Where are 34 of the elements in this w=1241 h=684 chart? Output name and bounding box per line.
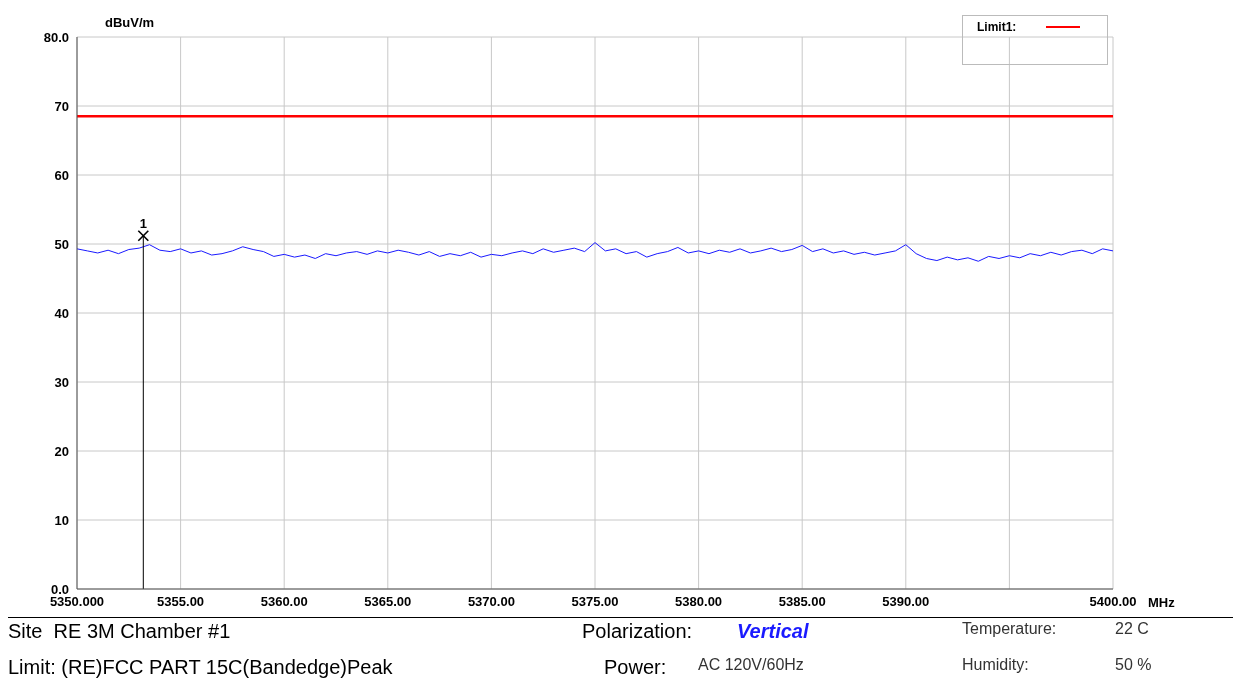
text: AC 120V/60Hz (698, 656, 804, 674)
x-tick-label: 5355.00 (157, 594, 205, 610)
y-axis-title: dBuV/m (105, 15, 155, 30)
text: Vertical (737, 620, 809, 643)
text: 50 % (1115, 656, 1152, 674)
x-tick-label: 5390.00 (882, 594, 930, 610)
y-tick-label: 50 (54, 236, 69, 252)
x-tick-label: 5350.000 (49, 594, 105, 610)
text: Temperature: (962, 620, 1057, 638)
y-tick-label: 0.0 (50, 581, 69, 597)
y-tick-label: 10 (54, 512, 69, 528)
x-tick-label: 5365.00 (364, 594, 412, 610)
y-tick-label: 60 (54, 167, 69, 183)
x-tick-label: 5375.00 (571, 594, 619, 610)
x-tick-label: 5400.00 (1089, 594, 1137, 610)
y-tick-label: 30 (54, 374, 69, 390)
y-tick-label: 70 (54, 98, 69, 114)
text: Limit: (RE)FCC PART 15C(Bandedge)Peak (8, 656, 393, 679)
x-tick-label: 5360.00 (260, 594, 308, 610)
y-tick-label: 20 (54, 443, 69, 459)
text: Site RE 3M Chamber #1 (8, 620, 231, 643)
x-tick-label: 5370.00 (467, 594, 515, 610)
text: Polarization: (582, 620, 693, 643)
annotation: 1 (139, 215, 147, 231)
text: Humidity: (962, 656, 1029, 674)
text: Power: (604, 656, 667, 679)
x-tick-label: 5380.00 (675, 594, 723, 610)
x-axis-title: MHz (1148, 595, 1176, 610)
text: Limit1: (977, 20, 1017, 34)
y-tick-label: 80.0 (43, 29, 69, 45)
y-tick-label: 40 (54, 305, 69, 321)
x-tick-label: 5385.00 (778, 594, 826, 610)
line-series (77, 242, 1113, 262)
text: 22 C (1115, 620, 1149, 638)
